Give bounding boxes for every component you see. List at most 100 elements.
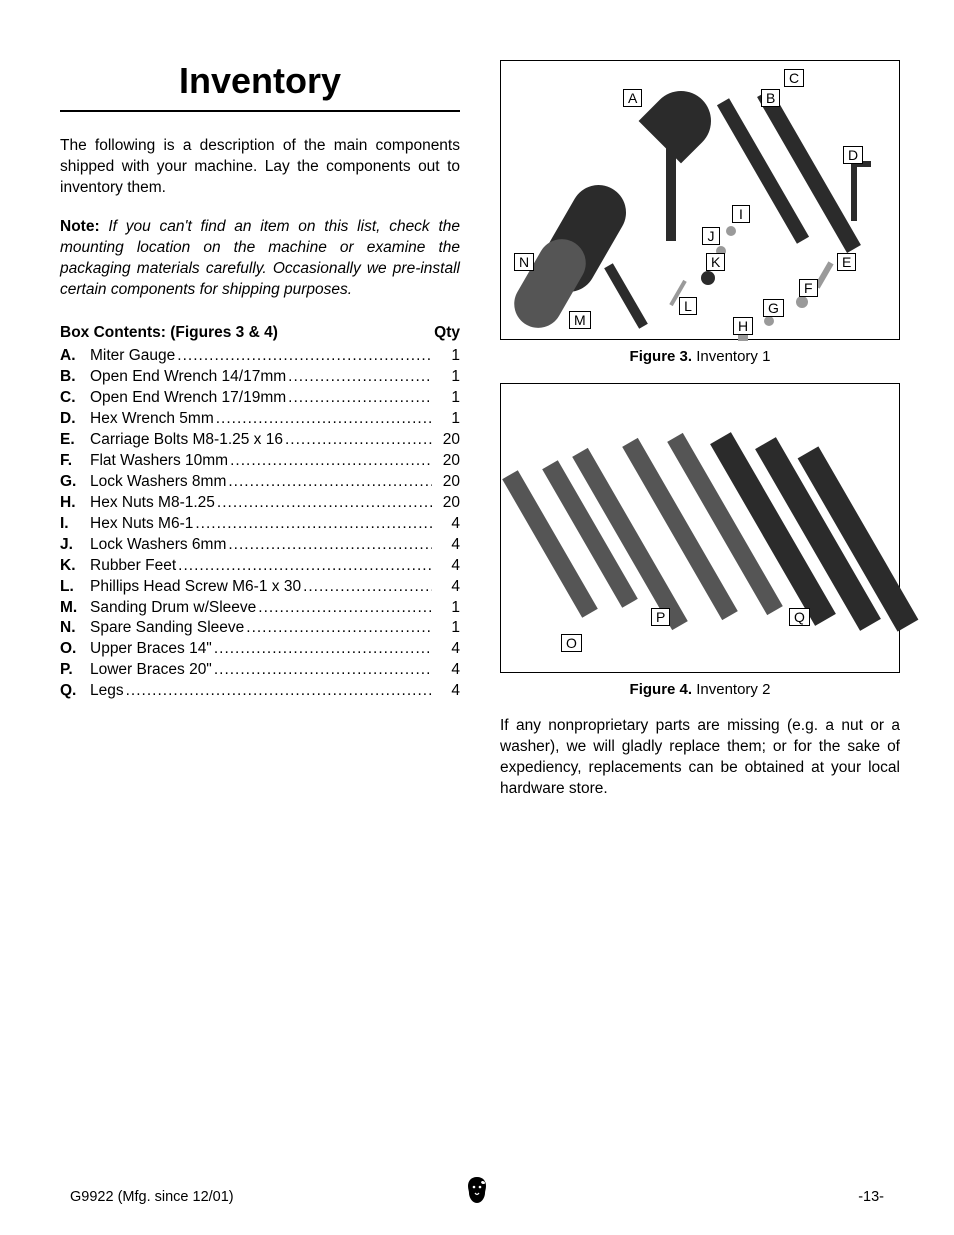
item-qty: 20 [432,493,460,514]
item-desc: Flat Washers 10mm [90,451,432,472]
list-item: M.Sanding Drum w/Sleeve1 [60,598,460,619]
foot-k-shape [701,271,715,285]
item-letter: C. [60,388,90,409]
item-qty: 1 [432,367,460,388]
item-qty: 1 [432,346,460,367]
columns: Inventory The following is a description… [60,60,894,800]
list-item: P.Lower Braces 20"4 [60,660,460,681]
callout-e: E [837,253,856,271]
list-item: O.Upper Braces 14"4 [60,639,460,660]
wrench-c-shape [757,89,861,253]
item-qty: 20 [432,472,460,493]
item-desc: Upper Braces 14" [90,639,432,660]
list-item: K.Rubber Feet4 [60,556,460,577]
item-letter: M. [60,598,90,619]
callout-g: G [763,299,784,317]
item-qty: 4 [432,681,460,702]
item-letter: L. [60,577,90,598]
footer: G9922 (Mfg. since 12/01) -13- [70,1189,884,1205]
miter-gauge-shape [639,79,724,164]
item-letter: E. [60,430,90,451]
list-header-right: Qty [434,324,460,342]
item-desc: Rubber Feet [90,556,432,577]
list-item: N.Spare Sanding Sleeve1 [60,618,460,639]
washer-f-shape [796,296,808,308]
list-item: A.Miter Gauge1 [60,346,460,367]
list-item: Q.Legs4 [60,681,460,702]
item-qty: 4 [432,556,460,577]
callout-k: K [706,253,725,271]
item-qty: 1 [432,388,460,409]
list-item: J.Lock Washers 6mm4 [60,535,460,556]
item-desc: Lock Washers 8mm [90,472,432,493]
callout-n: N [514,253,534,271]
list-item: F.Flat Washers 10mm20 [60,451,460,472]
list-item: H.Hex Nuts M8-1.2520 [60,493,460,514]
item-desc: Hex Wrench 5mm [90,409,432,430]
callout-j: J [702,227,720,245]
handle-shape [604,263,648,329]
list-item: B.Open End Wrench 14/17mm1 [60,367,460,388]
callout-i: I [732,205,750,223]
callout-p: P [651,608,670,626]
figure-4-caption-rest: Inventory 2 [692,681,770,698]
item-qty: 4 [432,639,460,660]
item-letter: J. [60,535,90,556]
callout-h: H [733,317,753,335]
left-column: Inventory The following is a description… [60,60,460,800]
note-body: If you can't find an item on this list, … [60,218,460,298]
item-desc: Legs [90,681,432,702]
intro-paragraph: The following is a description of the ma… [60,136,460,199]
wrench-b-shape [717,98,809,244]
item-desc: Miter Gauge [90,346,432,367]
callout-q: Q [789,608,810,626]
footer-right: -13- [858,1189,884,1205]
right-column: ABCDEFGHIJKLMN Figure 3. Inventory 1 OPQ… [500,60,900,800]
item-letter: A. [60,346,90,367]
list-header: Box Contents: (Figures 3 & 4) Qty [60,324,460,342]
callout-a: A [623,89,642,107]
list-item: C.Open End Wrench 17/19mm1 [60,388,460,409]
item-qty: 20 [432,451,460,472]
note-label: Note: [60,218,100,235]
item-letter: B. [60,367,90,388]
item-desc: Lock Washers 6mm [90,535,432,556]
footer-left: G9922 (Mfg. since 12/01) [70,1189,234,1205]
item-qty: 4 [432,535,460,556]
footer-logo [463,1175,491,1209]
figure-3-box: ABCDEFGHIJKLMN [500,60,900,340]
note-paragraph: Note: If you can't find an item on this … [60,217,460,301]
items-list: A.Miter Gauge1B.Open End Wrench 14/17mm1… [60,346,460,702]
title-rule [60,110,460,112]
item-desc: Hex Nuts M8-1.25 [90,493,432,514]
callout-m: M [569,311,591,329]
figure-3-caption-bold: Figure 3. [630,348,693,365]
item-letter: N. [60,618,90,639]
item-qty: 1 [432,618,460,639]
item-letter: G. [60,472,90,493]
list-item: L.Phillips Head Screw M6-1 x 304 [60,577,460,598]
item-letter: F. [60,451,90,472]
item-qty: 1 [432,598,460,619]
item-desc: Open End Wrench 17/19mm [90,388,432,409]
list-item: E.Carriage Bolts M8-1.25 x 1620 [60,430,460,451]
figure-3-caption: Figure 3. Inventory 1 [500,348,900,365]
item-letter: K. [60,556,90,577]
item-desc: Sanding Drum w/Sleeve [90,598,432,619]
item-letter: O. [60,639,90,660]
callout-o: O [561,634,582,652]
item-qty: 20 [432,430,460,451]
item-qty: 4 [432,577,460,598]
list-item: I.Hex Nuts M6-14 [60,514,460,535]
item-letter: H. [60,493,90,514]
item-desc: Hex Nuts M6-1 [90,514,432,535]
item-desc: Spare Sanding Sleeve [90,618,432,639]
item-letter: P. [60,660,90,681]
callout-l: L [679,297,697,315]
item-desc: Phillips Head Screw M6-1 x 30 [90,577,432,598]
list-item: G.Lock Washers 8mm20 [60,472,460,493]
item-qty: 1 [432,409,460,430]
callout-f: F [799,279,818,297]
hexkey-shape [851,166,857,221]
item-desc: Lower Braces 20" [90,660,432,681]
